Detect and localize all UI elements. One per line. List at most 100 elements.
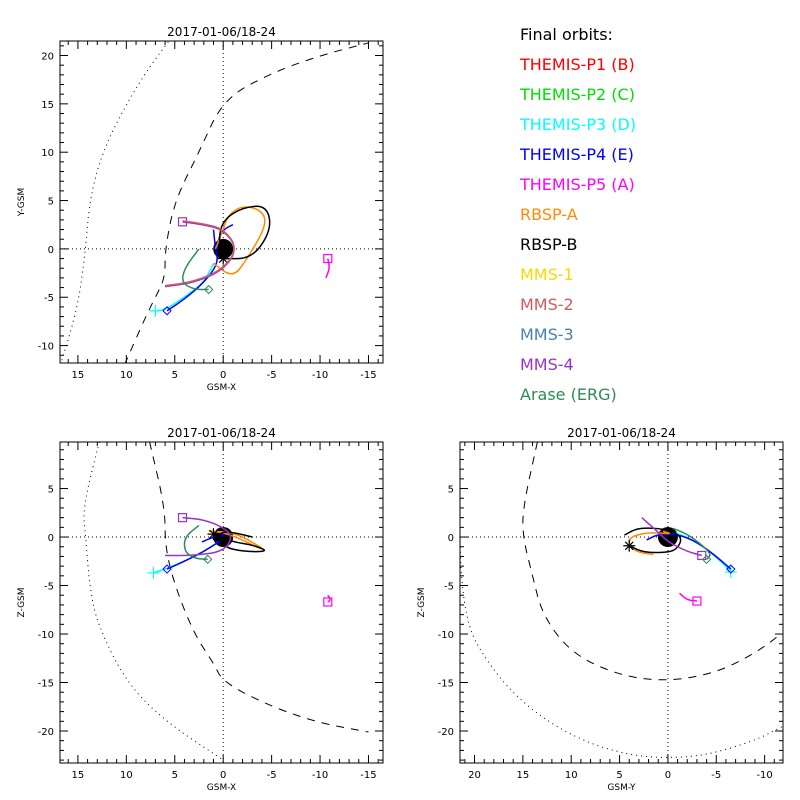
plot-area (60, 41, 383, 363)
x-tick-label: 15 (72, 770, 85, 781)
orbit-line (628, 530, 671, 556)
legend-item: Arase (ERG) (520, 385, 617, 404)
x-tick-label: -5 (267, 770, 277, 781)
asterisk-marker (207, 528, 220, 541)
plot-area (60, 442, 383, 763)
magnetopause-boundary (83, 442, 224, 761)
bow-shock-boundary (124, 42, 369, 363)
orbit-line (164, 220, 235, 287)
diamond-marker (162, 306, 172, 316)
x-tick-label: 5 (616, 770, 622, 781)
square-marker (697, 550, 707, 561)
x-tick-label: 15 (72, 370, 85, 381)
orbit-line (672, 531, 732, 573)
x-tick-label: 5 (172, 370, 178, 381)
legend-title: Final orbits: (520, 25, 613, 44)
y-tick-label: -5 (444, 582, 454, 593)
square-marker (323, 597, 333, 607)
bow-shock-boundary (522, 442, 782, 681)
legend-item: THEMIS-P4 (E) (520, 145, 634, 164)
orbit-line (165, 516, 232, 557)
legend-item: MMS-2 (520, 295, 574, 314)
asterisk-marker (623, 539, 636, 552)
y-tick-label: 5 (448, 485, 454, 496)
magnetopause-boundary (460, 442, 783, 758)
square-marker (323, 253, 333, 264)
legend-item: RBSP-B (520, 235, 578, 254)
x-tick-label: 0 (220, 770, 226, 781)
square-marker (692, 596, 702, 606)
y-tick-label: 5 (48, 485, 54, 496)
x-tick-label: -10 (756, 770, 772, 781)
plus-marker (149, 304, 162, 317)
orbit-line (641, 517, 702, 557)
orbit-line (327, 594, 331, 603)
x-tick-label: -10 (312, 370, 328, 381)
y-axis-label: Z-GSM (417, 587, 427, 617)
x-tick-label: 20 (468, 770, 481, 781)
orbit-line (624, 527, 682, 554)
asterisk-marker (217, 252, 230, 265)
y-tick-label: 0 (48, 533, 54, 544)
diamond-marker (726, 564, 736, 574)
diamond-marker (203, 284, 214, 295)
plot-frame (59, 40, 384, 364)
x-axis-label: GSM-X (207, 783, 236, 793)
legend-item: MMS-3 (520, 325, 574, 344)
y-tick-label: -20 (438, 727, 454, 738)
y-tick-label: -10 (438, 630, 454, 641)
plot-frame (59, 441, 384, 764)
orbit-line (182, 248, 209, 291)
x-tick-label: 5 (172, 770, 178, 781)
plot-panel-1: 15 10 5 0 -5 -10 -15 -10 -5 0 5 10 15 20 2017-01-06/18… (17, 25, 384, 393)
orbit-line (325, 258, 330, 279)
x-tick-label: 15 (516, 770, 529, 781)
orbit-line (213, 531, 266, 553)
x-tick-label: -5 (267, 370, 277, 381)
plus-marker (147, 566, 160, 579)
plot-title: 2017-01-06/18-24 (567, 426, 676, 440)
x-axis-label: GSM-X (207, 383, 236, 393)
y-tick-label: -20 (38, 727, 54, 738)
legend-item: THEMIS-P5 (A) (520, 175, 635, 194)
orbit-line (672, 527, 711, 560)
legend-item: MMS-1 (520, 265, 574, 284)
plot-area (460, 442, 783, 763)
square-marker (177, 513, 188, 523)
y-tick-label: -15 (438, 679, 454, 690)
orbit-line (166, 540, 221, 570)
legend: Final orbits: THEMIS-P1 (B) THEMIS-P2 (C)… (520, 20, 636, 410)
plot-title: 2017-01-06/18-24 (167, 426, 276, 440)
x-axis-label: GSM-Y (607, 783, 636, 793)
x-tick-label: 10 (565, 770, 578, 781)
orbit-line (679, 592, 698, 602)
y-tick-label: 15 (41, 100, 54, 111)
legend-item: THEMIS-P3 (D) (520, 115, 637, 134)
diamond-marker (202, 554, 213, 565)
plot-frame (459, 441, 784, 764)
x-tick-label: 10 (120, 370, 133, 381)
y-tick-label: 0 (48, 245, 54, 256)
y-tick-label: -10 (38, 342, 54, 353)
y-tick-label: -5 (44, 293, 54, 304)
y-tick-label: 10 (41, 148, 54, 159)
diamond-marker (701, 554, 712, 565)
y-tick-label: -10 (38, 630, 54, 641)
y-tick-label: -15 (38, 679, 54, 690)
y-tick-label: -5 (44, 582, 54, 593)
y-tick-label: 20 (41, 52, 54, 63)
x-tick-label: -5 (711, 770, 721, 781)
orbit-line (208, 530, 263, 550)
legend-item: THEMIS-P1 (B) (520, 55, 635, 74)
y-axis-label: Z-GSM (17, 587, 27, 617)
plot-title: 2017-01-06/18-24 (167, 25, 276, 39)
y-axis-label: Y-GSM (17, 188, 27, 217)
orbit-line (183, 524, 208, 561)
legend-item: RBSP-A (520, 205, 578, 224)
y-tick-label: 5 (48, 197, 54, 208)
legend-item: MMS-4 (520, 355, 574, 374)
y-tick-label: 0 (448, 533, 454, 544)
diamond-marker (162, 564, 172, 574)
x-tick-label: -10 (312, 770, 328, 781)
